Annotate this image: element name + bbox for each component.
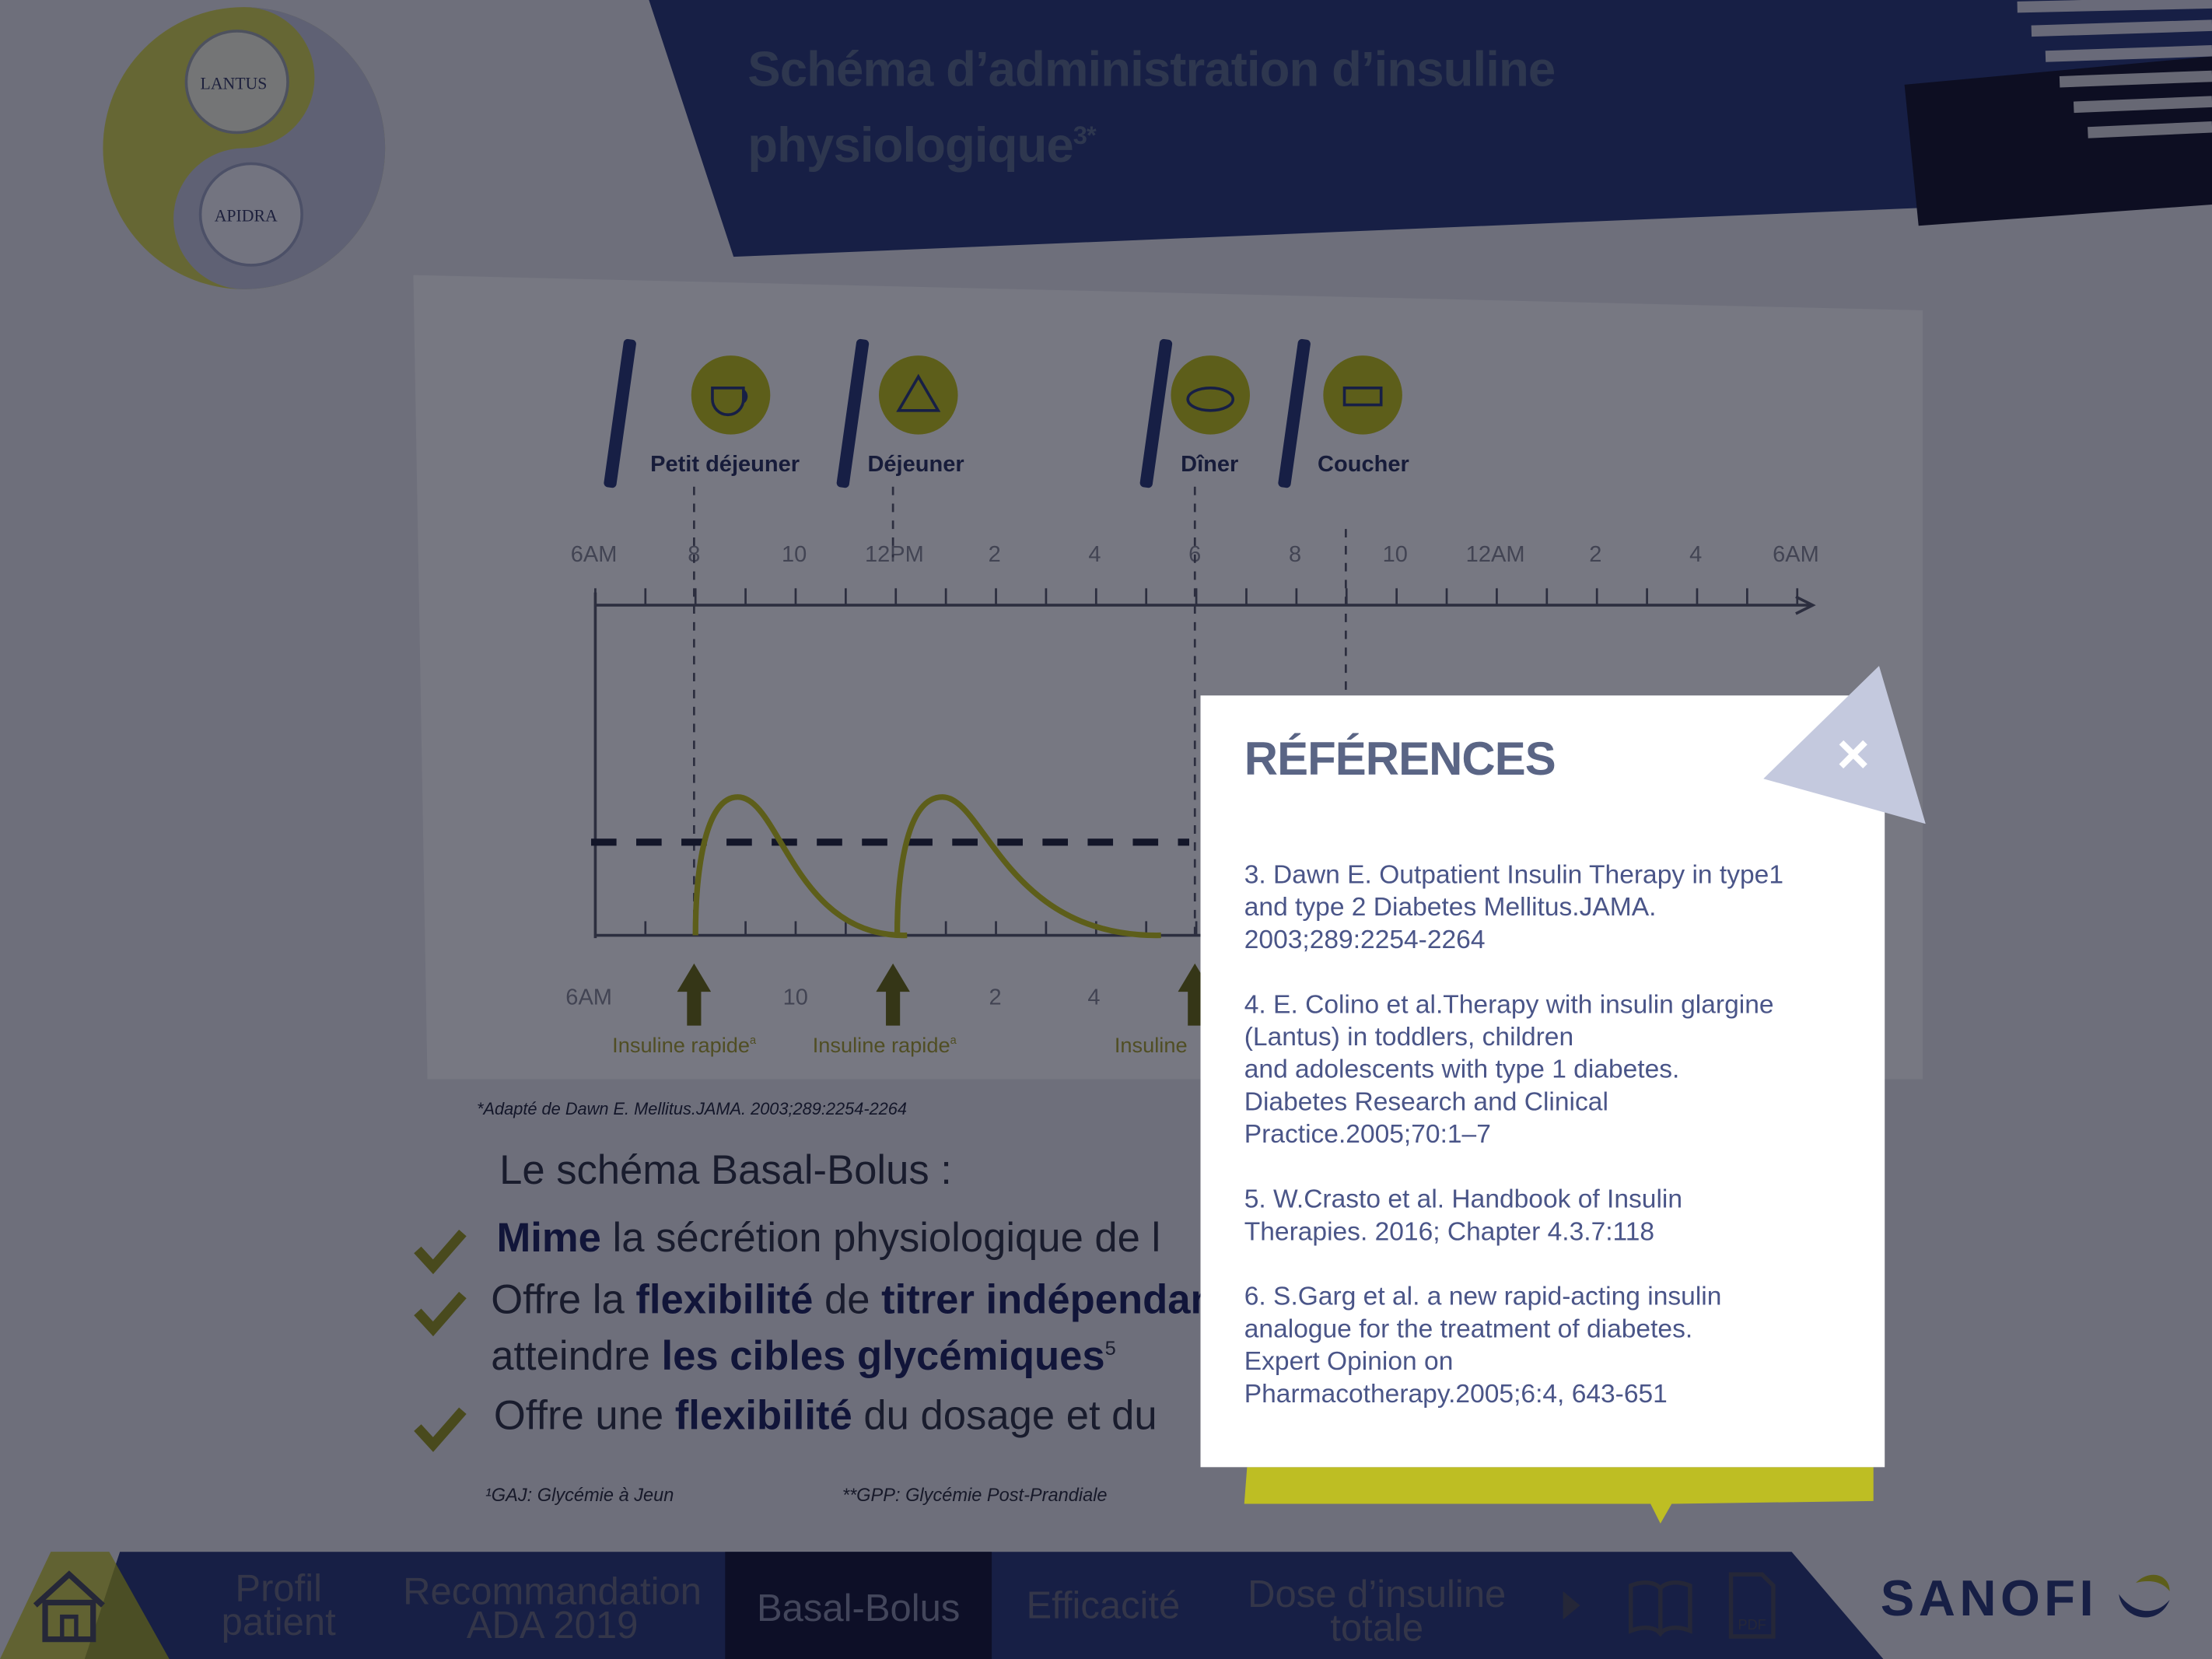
references-modal: RÉFÉRENCES 3. Dawn E. Outpatient Insulin… xyxy=(1200,695,1885,1468)
reference-list: 3. Dawn E. Outpatient Insulin Therapy in… xyxy=(1244,858,1865,1442)
close-icon[interactable]: × xyxy=(1837,723,1870,786)
reference-item: 4. E. Colino et al.Therapy with insulin … xyxy=(1244,989,1774,1149)
reference-item: 5. W.Crasto et al. Handbook of Insulin T… xyxy=(1244,1183,1683,1246)
callout-strip xyxy=(1244,1467,1874,1524)
reference-item: 6. S.Garg et al. a new rapid-acting insu… xyxy=(1244,1280,1722,1409)
modal-title: RÉFÉRENCES xyxy=(1244,732,1556,785)
close-button[interactable]: × xyxy=(1763,666,1926,824)
reference-item: 3. Dawn E. Outpatient Insulin Therapy in… xyxy=(1244,859,1784,954)
